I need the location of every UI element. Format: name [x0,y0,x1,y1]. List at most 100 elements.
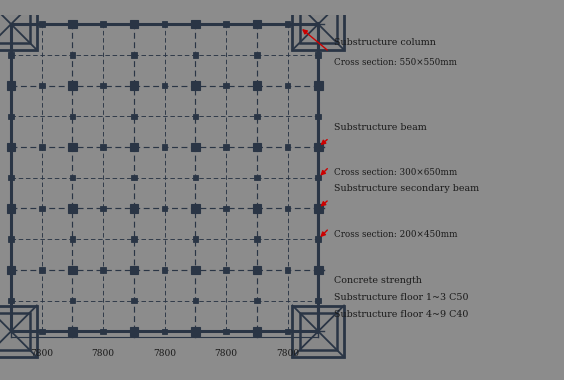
Bar [100,267,106,272]
Text: 7800: 7800 [30,348,53,358]
Bar [39,144,45,150]
Bar [285,267,290,272]
Text: Substructure floor 4~9 C40: Substructure floor 4~9 C40 [334,310,468,320]
Text: Substructure beam: Substructure beam [334,123,426,132]
Bar [191,81,200,90]
Bar [314,266,323,274]
Bar [0,0,37,50]
Bar [70,236,75,242]
Bar [8,236,14,242]
Bar [253,266,261,274]
Bar [100,144,106,150]
Text: 7800: 7800 [214,348,237,358]
Bar [0,313,30,350]
Bar [254,114,259,119]
Bar [130,327,138,336]
Text: Concrete strength: Concrete strength [334,276,421,285]
Bar [68,266,77,274]
Bar [130,81,138,90]
Bar [162,21,168,27]
Bar [68,204,77,213]
Bar [315,236,321,242]
Bar [253,143,261,151]
Bar [100,21,106,27]
Bar [299,313,337,350]
Bar [162,144,168,150]
Bar [315,114,321,119]
Bar [162,206,168,211]
Bar [100,83,106,88]
Bar [285,206,290,211]
Bar [0,306,37,357]
Bar [223,267,229,272]
Bar [130,20,138,28]
Bar [315,52,321,58]
Bar [70,114,75,119]
Bar [131,114,136,119]
Bar [100,206,106,211]
Bar [39,83,45,88]
Bar [299,6,337,43]
Text: 7800: 7800 [92,348,114,358]
Text: 7800: 7800 [153,348,176,358]
Bar [130,204,138,213]
Bar [68,327,77,336]
Bar [8,175,14,180]
Text: Substructure floor 1~3 C50: Substructure floor 1~3 C50 [334,293,468,302]
Bar [70,298,75,303]
Bar [293,0,344,50]
Bar [39,206,45,211]
Bar [223,206,229,211]
Bar [285,329,290,334]
Bar [39,267,45,272]
Bar [285,83,290,88]
Bar [68,20,77,28]
Bar [131,236,136,242]
Bar [8,52,14,58]
Bar [285,144,290,150]
Bar [254,52,259,58]
Bar [314,81,323,90]
Bar [315,175,321,180]
Bar [191,204,200,213]
Bar [7,81,15,90]
Bar [11,24,318,331]
Text: 7800: 7800 [276,348,299,358]
Bar [100,329,106,334]
Bar [68,143,77,151]
Bar [253,20,261,28]
Bar [193,175,198,180]
Bar [191,266,200,274]
Text: Cross section: 200×450mm: Cross section: 200×450mm [334,230,457,239]
Bar [254,298,259,303]
Bar [314,143,323,151]
Text: Cross section: 550×550mm: Cross section: 550×550mm [334,58,457,67]
Bar [254,236,259,242]
Bar [8,114,14,119]
Bar [191,20,200,28]
Bar [130,266,138,274]
Bar [8,298,14,303]
Bar [162,329,168,334]
Bar [7,204,15,213]
Bar [193,236,198,242]
Bar [193,114,198,119]
Bar [253,327,261,336]
Text: Substructure secondary beam: Substructure secondary beam [334,184,479,193]
Bar [131,175,136,180]
Bar [314,204,323,213]
Bar [285,21,290,27]
Bar [39,329,45,334]
Bar [193,298,198,303]
Bar [131,298,136,303]
Text: Substructure column: Substructure column [334,38,435,47]
Bar [7,143,15,151]
Bar [162,267,168,272]
Bar [0,6,30,43]
Bar [70,52,75,58]
Bar [131,52,136,58]
Bar [315,298,321,303]
Bar [7,266,15,274]
Bar [191,327,200,336]
Bar [253,204,261,213]
